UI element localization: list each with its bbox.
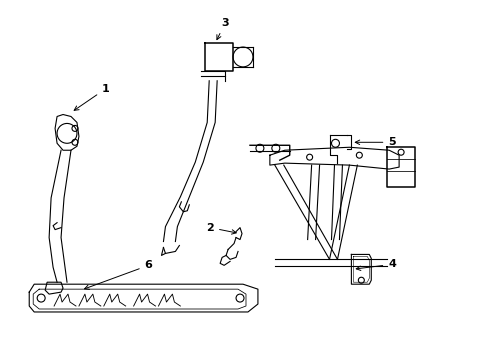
Text: 5: 5 (354, 137, 395, 147)
Text: 4: 4 (355, 259, 395, 270)
Text: 2: 2 (206, 222, 236, 234)
Text: 1: 1 (74, 84, 109, 111)
Text: 3: 3 (217, 18, 228, 40)
Text: 6: 6 (84, 260, 152, 289)
